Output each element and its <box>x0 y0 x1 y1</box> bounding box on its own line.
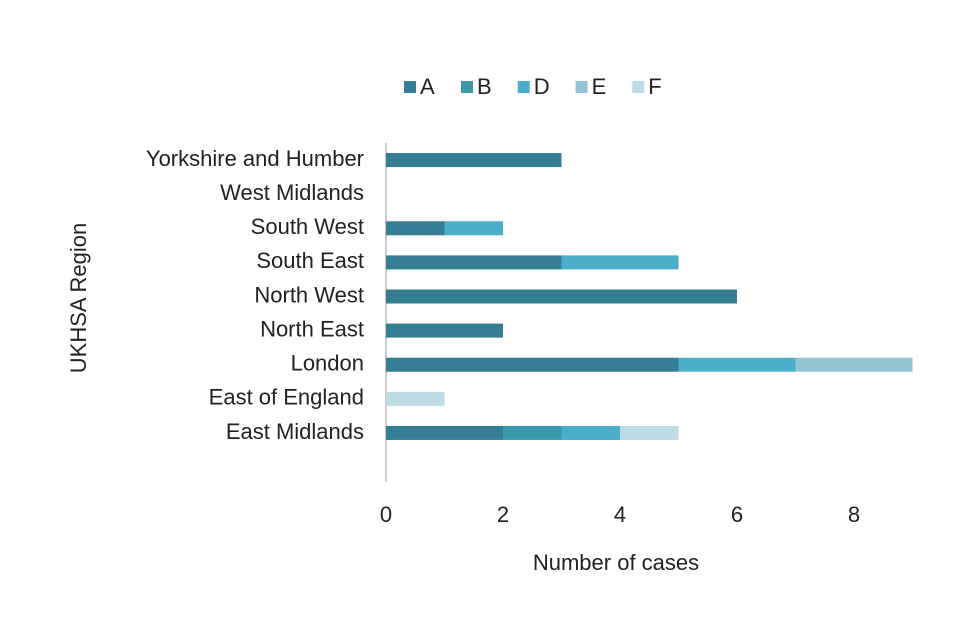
bar-segment <box>386 255 562 270</box>
y-tick-label: East of England <box>209 385 364 410</box>
bar-segment <box>386 323 503 338</box>
bar-segment <box>386 221 445 236</box>
y-tick-label: South East <box>256 248 364 273</box>
y-tick-label: East Midlands <box>226 419 364 444</box>
x-tick-label: 0 <box>380 502 392 527</box>
legend-swatch <box>461 81 473 93</box>
x-tick-label: 6 <box>731 502 743 527</box>
x-axis-label: Number of cases <box>533 550 699 575</box>
y-tick-label: West Midlands <box>220 180 364 205</box>
legend-label: A <box>420 74 435 99</box>
y-tick-label: Yorkshire and Humber <box>146 146 364 171</box>
bar-segment <box>561 255 679 270</box>
bar-segment <box>386 289 737 304</box>
y-tick-label: North West <box>254 282 364 307</box>
bar-segment <box>795 357 913 372</box>
x-tick-label: 4 <box>614 502 626 527</box>
y-tick-label: London <box>291 351 364 376</box>
y-axis-label: UKHSA Region <box>66 223 91 373</box>
legend-swatch <box>575 81 588 93</box>
legend-swatch <box>404 81 416 93</box>
bar-segment <box>678 357 796 372</box>
legend-label: E <box>592 74 607 99</box>
legend-swatch <box>632 81 645 93</box>
legend-label: B <box>477 74 492 99</box>
x-tick-label: 2 <box>497 502 509 527</box>
legend-label: F <box>648 74 661 99</box>
bar-segment <box>503 425 562 440</box>
bar-segment <box>386 391 445 406</box>
legend-label: D <box>534 74 550 99</box>
legend-swatch <box>517 81 530 93</box>
bar-segment <box>386 153 562 168</box>
bar-segment <box>386 357 679 372</box>
y-tick-label: North East <box>260 316 364 341</box>
bar-segment <box>386 425 503 440</box>
bar-segment <box>620 425 679 440</box>
bar-segment <box>444 221 503 236</box>
x-tick-label: 8 <box>848 502 860 527</box>
bar-segment <box>561 425 620 440</box>
y-tick-label: South West <box>251 214 364 239</box>
